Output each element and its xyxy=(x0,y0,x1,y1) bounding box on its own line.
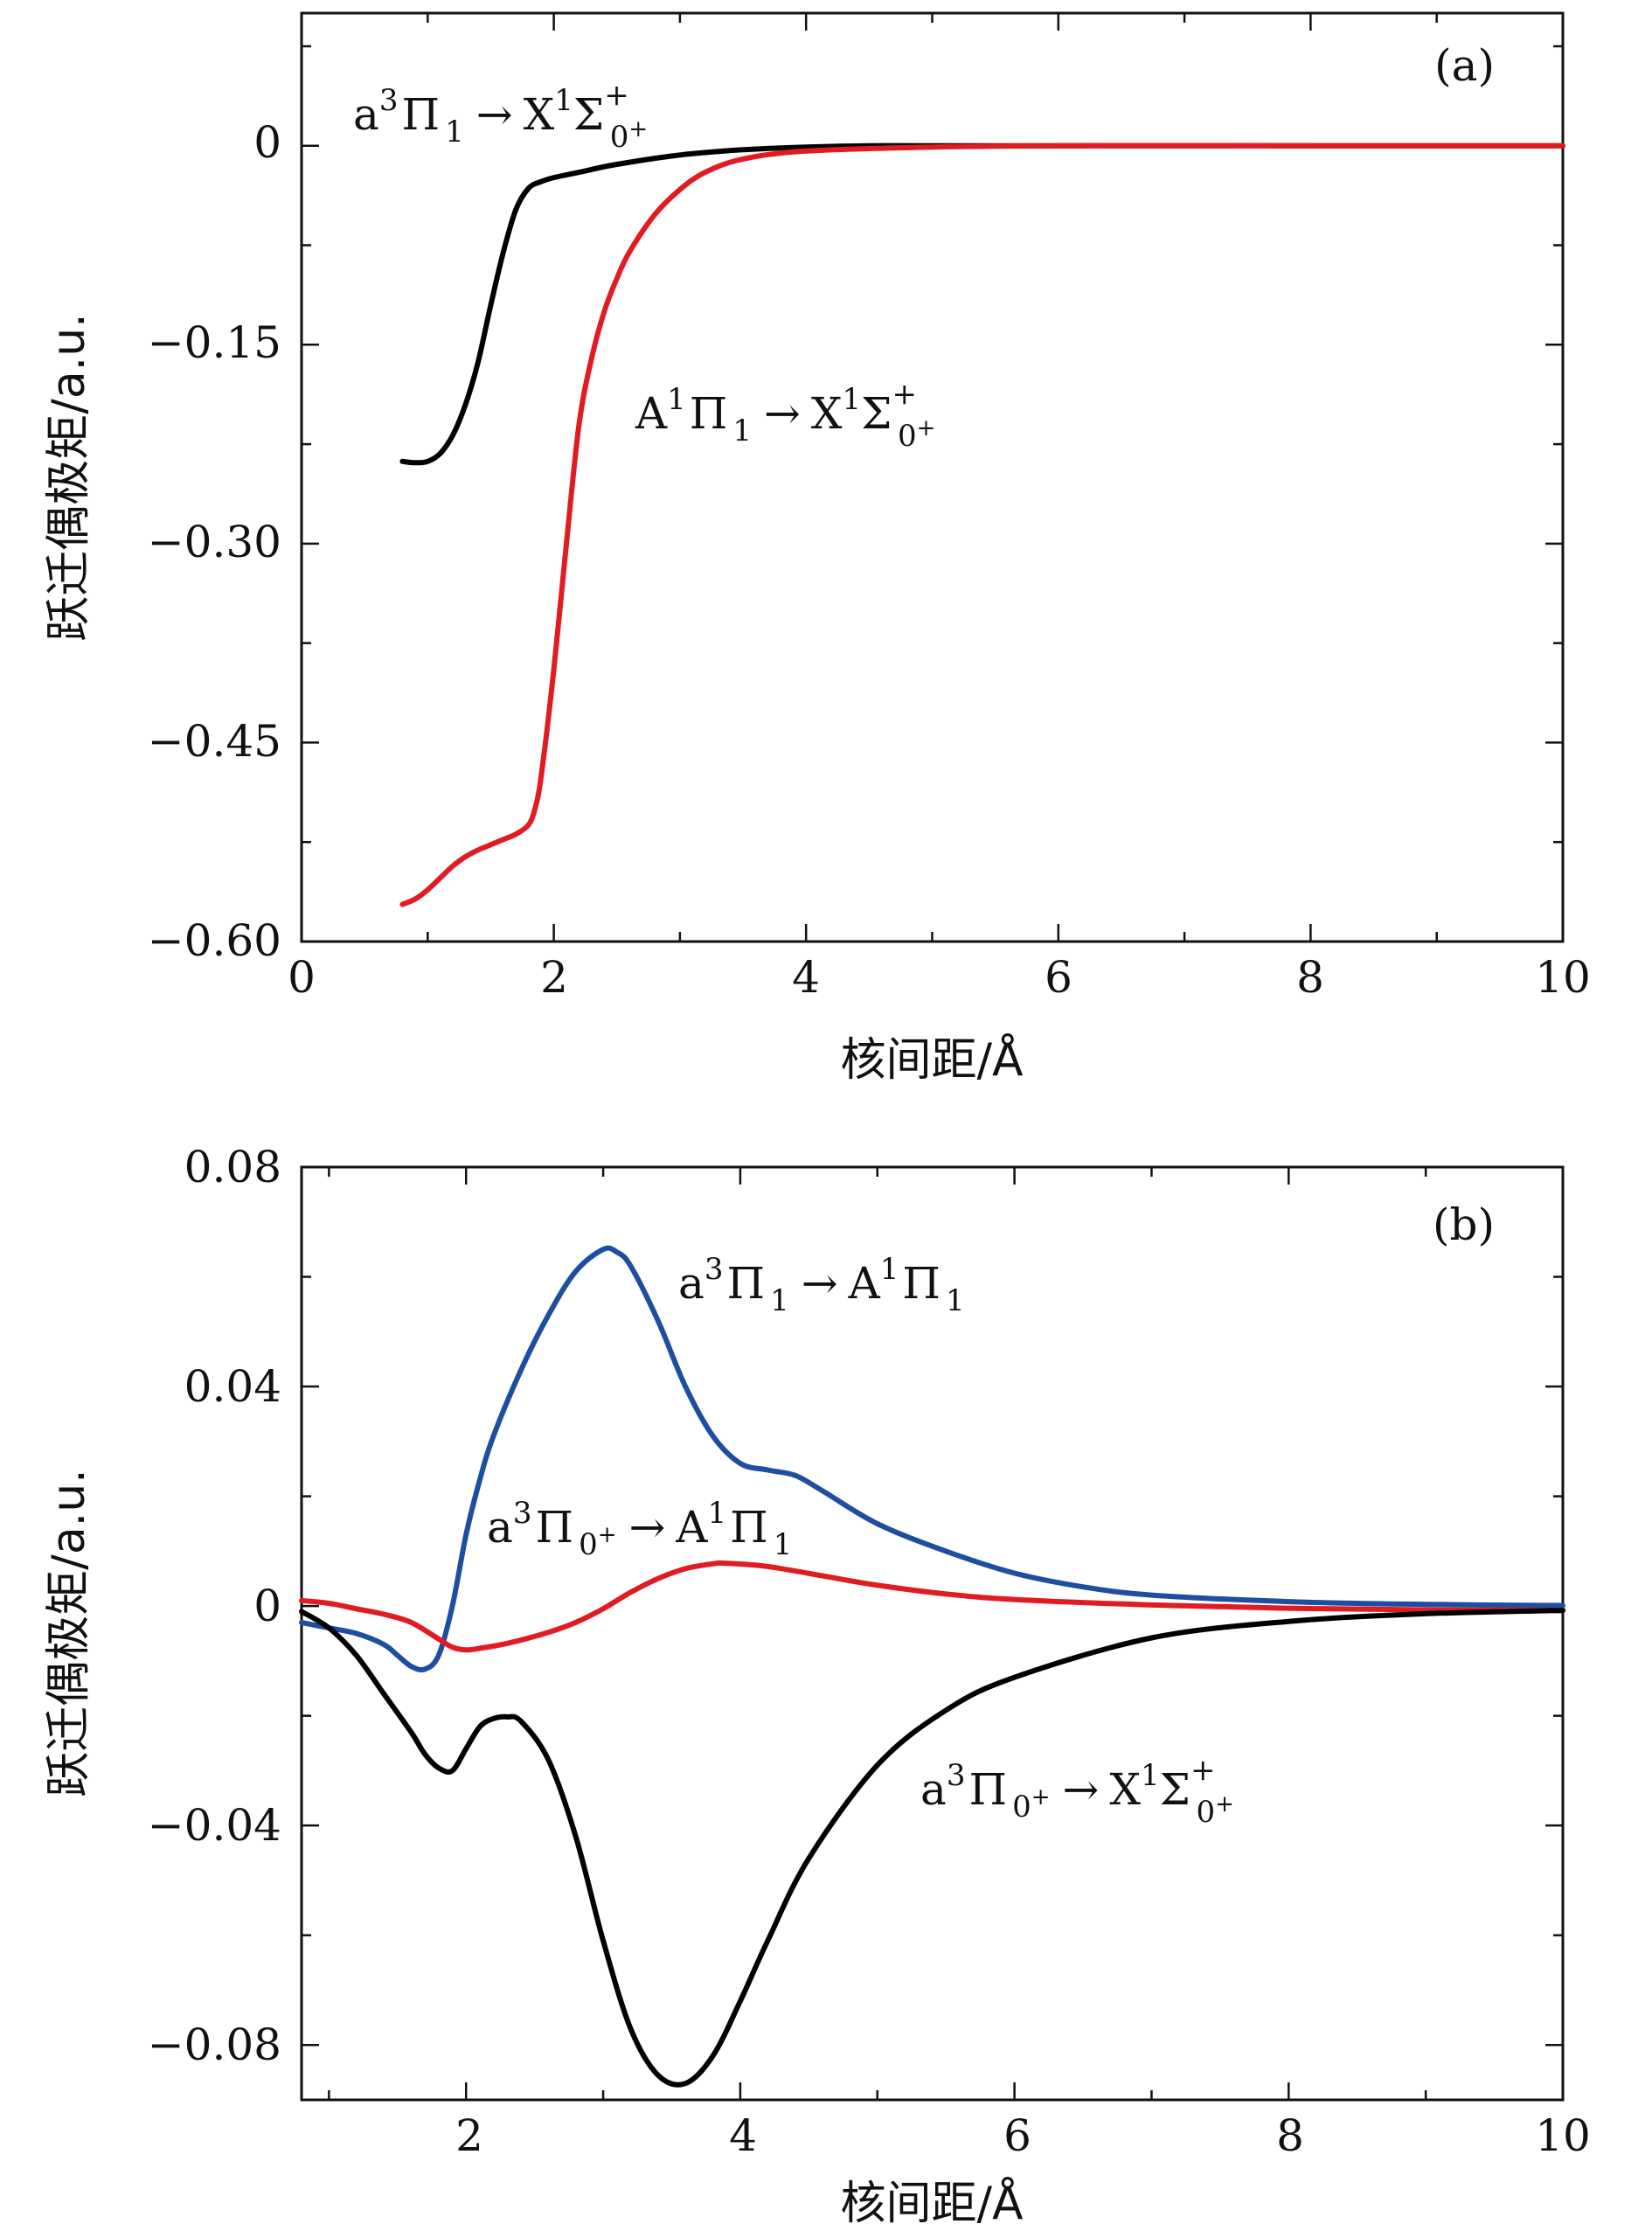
panel-a-series-line-2 xyxy=(399,142,1565,907)
panel-a-x-tick-label: 4 xyxy=(792,952,820,1003)
panel-a-y-axis-title: 跃迁偶极矩/a.u. xyxy=(43,313,95,641)
panel-a: 0 −0.15 −0.30 −0.45 −0.60 0 2 4 6 8 10 核… xyxy=(43,11,1591,1087)
panel-b-ticks xyxy=(302,1165,1565,2100)
panel-b-series-line-2 xyxy=(299,1560,1565,1653)
panel-a-x-tick-label: 6 xyxy=(1045,952,1072,1003)
panel-b-series-line-3 xyxy=(299,1608,1565,2088)
panel-a-x-tick-label: 0 xyxy=(288,952,316,1003)
panel-a-label: (a) xyxy=(1434,40,1495,91)
panel-b-series-group xyxy=(299,1245,1565,2088)
panel-b-y-tick-label: −0.04 xyxy=(148,1800,281,1851)
panel-a-y-tick-label: 0 xyxy=(253,117,281,168)
panel-a-series-group xyxy=(399,142,1565,907)
panel-b-x-tick-label: 6 xyxy=(1003,2110,1031,2161)
panel-b-y-tick-label: 0 xyxy=(253,1581,281,1631)
panel-a-y-tick-label: −0.45 xyxy=(148,716,281,767)
panel-b-series-label-red: a3Π 0+ → A1Π 1 xyxy=(487,1496,792,1562)
panel-a-x-axis-title: 核间距/Å xyxy=(840,1032,1024,1087)
panel-b-y-tick-label: 0.08 xyxy=(184,1142,281,1192)
panel-b-x-tick-label: 10 xyxy=(1535,2110,1591,2161)
panel-a-x-tick-label: 8 xyxy=(1296,952,1324,1003)
panel-a-x-tick-label: 2 xyxy=(540,952,568,1003)
panel-a-frame xyxy=(300,11,1565,943)
panel-b: 0.08 0.04 0 −0.04 −0.08 2 4 6 8 10 核间距/Å… xyxy=(43,1142,1591,2230)
panel-b-series-label-black: a3Π 0+ → X1Σ+ 0+ xyxy=(920,1753,1234,1830)
panel-a-ticks xyxy=(300,13,1565,943)
panel-b-frame xyxy=(300,1165,1565,2102)
panel-b-y-tick-label: −0.08 xyxy=(148,2019,281,2070)
panel-a-y-tick-label: −0.15 xyxy=(148,317,281,368)
panel-a-series-line-1 xyxy=(399,142,1565,466)
panel-b-series-label-blue: a3Π 1 → A1Π 1 xyxy=(678,1252,965,1318)
panel-b-series-line-1 xyxy=(299,1245,1565,1673)
panel-a-x-tick-label: 10 xyxy=(1535,952,1591,1003)
panel-b-label: (b) xyxy=(1433,1199,1495,1250)
panel-b-x-tick-label: 4 xyxy=(729,2110,757,2161)
panel-a-series-label-red: A1Π 1 → X1Σ+ 0+ xyxy=(635,377,935,454)
panel-b-y-tick-label: 0.04 xyxy=(184,1361,281,1412)
panel-b-y-axis-title: 跃迁偶极矩/a.u. xyxy=(43,1469,95,1797)
panel-b-x-tick-label: 8 xyxy=(1276,2110,1304,2161)
panel-b-x-axis-title: 核间距/Å xyxy=(840,2176,1024,2230)
panel-a-series-label-black: a3Π 1 → X1Σ+ 0+ xyxy=(353,78,648,155)
panel-b-x-tick-label: 2 xyxy=(455,2110,483,2161)
panel-a-y-tick-label: −0.60 xyxy=(148,915,281,966)
panel-a-y-tick-label: −0.30 xyxy=(148,517,281,567)
